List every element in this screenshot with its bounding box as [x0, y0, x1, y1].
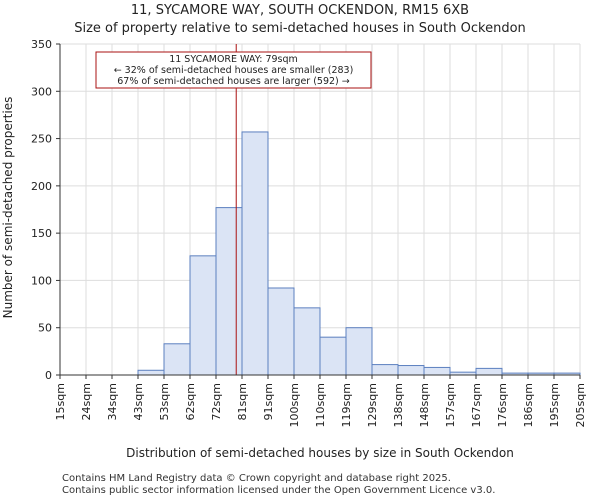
y-tick-label: 350 — [31, 38, 52, 51]
x-tick-label: 62sqm — [184, 383, 197, 420]
histogram-bar — [423, 366, 451, 376]
histogram-chart: 11 SYCAMORE WAY: 79sqm ← 32% of semi-det… — [1, 38, 587, 460]
y-tick-label: 100 — [31, 274, 52, 287]
x-tick-label: 148sqm — [418, 383, 431, 427]
histogram-bar — [397, 365, 425, 376]
histogram-bar — [163, 343, 191, 376]
x-tick-label: 138sqm — [392, 383, 405, 427]
x-tick-label: 157sqm — [444, 383, 457, 427]
annotation-line-1: 11 SYCAMORE WAY: 79sqm — [169, 54, 298, 65]
histogram-bar — [345, 327, 373, 376]
x-tick-label: 15sqm — [54, 383, 67, 420]
histogram-bar — [293, 307, 321, 376]
y-tick-label: 150 — [31, 227, 52, 240]
x-tick-label: 24sqm — [80, 383, 93, 420]
y-tick-label: 250 — [31, 133, 52, 146]
annotation-line-3: 67% of semi-detached houses are larger (… — [117, 76, 350, 87]
histogram-bar — [475, 367, 503, 376]
chart-title: 11, SYCAMORE WAY, SOUTH OCKENDON, RM15 6… — [130, 3, 470, 18]
x-tick-label: 186sqm — [522, 383, 535, 427]
bar-series — [137, 131, 581, 376]
x-tick-label: 53sqm — [158, 383, 171, 420]
x-tick-label: 72sqm — [210, 383, 223, 420]
grid-lines — [59, 43, 581, 376]
histogram-bar — [215, 207, 243, 376]
annotation-frame — [95, 51, 372, 89]
x-tick-label: 167sqm — [470, 383, 483, 427]
x-tick-label: 81sqm — [236, 383, 249, 420]
histogram-bar — [189, 255, 217, 376]
y-tick-label: 300 — [31, 85, 52, 98]
x-tick-label: 119sqm — [340, 383, 353, 427]
y-axis-label: Number of semi-detached properties — [1, 97, 15, 319]
x-tick-label: 205sqm — [574, 383, 587, 427]
histogram-bar — [137, 369, 165, 376]
footer-licence: Contains public sector information licen… — [62, 485, 496, 496]
y-tick-label: 0 — [45, 369, 52, 382]
x-tick-label: 195sqm — [548, 383, 561, 427]
annotation-box: 11 SYCAMORE WAY: 79sqm ← 32% of semi-det… — [95, 51, 372, 89]
histogram-bar — [241, 131, 269, 376]
x-tick-label: 100sqm — [288, 383, 301, 427]
x-tick-label: 176sqm — [496, 383, 509, 427]
histogram-bar — [267, 287, 295, 376]
x-tick-labels: 15sqm 24sqm 34sqm 43sqm 53sqm 62sqm 72sqm 81sqm… — [54, 375, 587, 427]
histogram-bar — [319, 336, 347, 376]
x-tick-label: 34sqm — [106, 383, 119, 420]
chart-subtitle: Size of property relative to semi-detach… — [74, 21, 526, 36]
histogram-bar — [371, 364, 399, 376]
x-axis-label: Distribution of semi-detached houses by … — [126, 446, 514, 460]
footer-copyright: Contains HM Land Registry data © Crown c… — [62, 473, 451, 484]
annotation-line-2: ← 32% of semi-detached houses are smalle… — [114, 65, 354, 76]
x-tick-label: 110sqm — [314, 383, 327, 427]
y-tick-label: 200 — [31, 180, 52, 193]
x-tick-label: 43sqm — [132, 383, 145, 420]
x-tick-label: 91sqm — [262, 383, 275, 420]
x-tick-label: 129sqm — [366, 383, 379, 427]
y-tick-label: 50 — [38, 322, 52, 335]
y-tick-labels: 0 50 100 150 200 250 300 350 — [31, 38, 60, 382]
